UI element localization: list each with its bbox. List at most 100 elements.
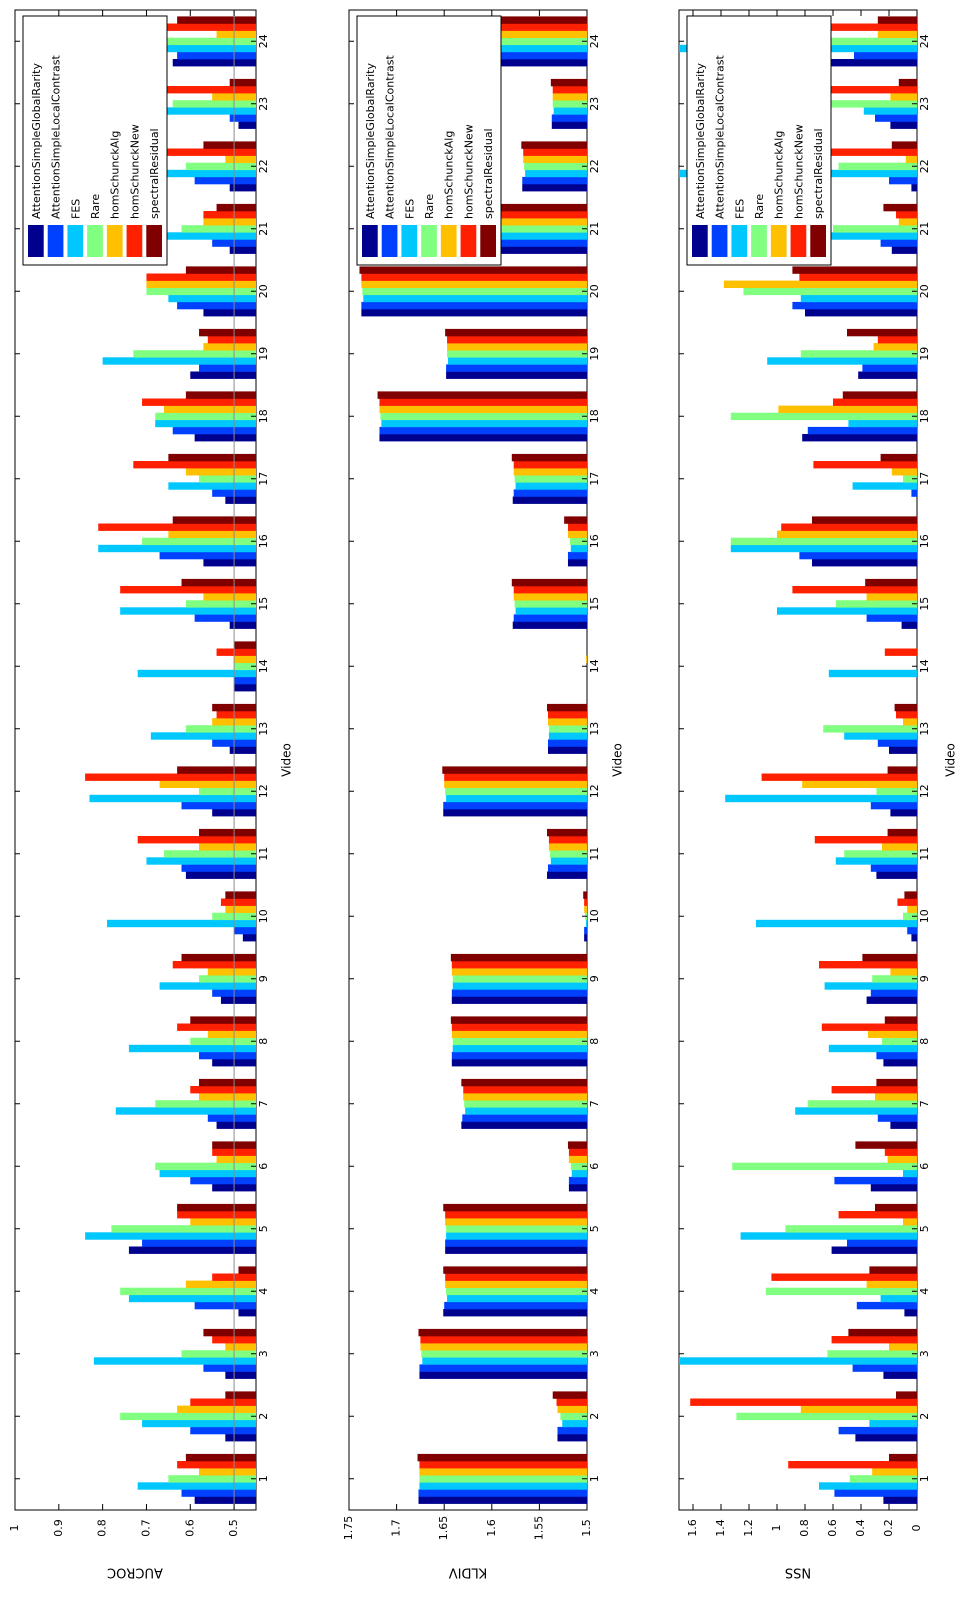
bar-homSchunckNew-24: [98, 23, 256, 31]
bar-Rare-7: [807, 1100, 917, 1108]
bar-spectralResidual-12: [887, 766, 917, 774]
bar-AttentionSimpleLocalContrast-12: [181, 801, 256, 810]
value-tick-label: 0: [910, 1525, 923, 1532]
legend-swatch-AttentionSimpleLocalContrast: [47, 225, 64, 257]
bar-spectralResidual-7: [199, 1078, 256, 1087]
bar-spectralResidual-22: [203, 141, 256, 149]
category-tick-label: 10: [588, 909, 601, 923]
bar-FES-1: [419, 1482, 587, 1490]
bar-spectralResidual-17: [511, 453, 587, 462]
category-tick-label: 3: [918, 1350, 931, 1357]
value-tick-label: 0.8: [96, 1519, 109, 1537]
bar-spectralResidual-5: [875, 1203, 917, 1212]
bar-homSchunckAlg-19: [873, 343, 917, 351]
bar-spectralResidual-1: [417, 1453, 587, 1462]
legend-swatch-Rare: [751, 225, 767, 257]
category-tick-label: 13: [918, 722, 931, 736]
bar-FES-16: [730, 544, 917, 553]
bar-FES-3: [93, 1357, 256, 1365]
legend: AttentionSimpleGlobalRarity AttentionSimp…: [686, 15, 832, 266]
category-tick-label: 5: [918, 1225, 931, 1232]
bar-Rare-8: [452, 1037, 587, 1046]
bar-homSchunckAlg-6: [887, 1155, 917, 1163]
legend-label: AttentionSimpleGlobalRarity: [364, 63, 377, 219]
legend-label: spectralResidual: [812, 128, 825, 219]
bar-AttentionSimpleLocalContrast-20: [792, 301, 917, 310]
bar-FES-14: [828, 669, 917, 678]
bar-homSchunckNew-1: [177, 1461, 256, 1469]
bar-homSchunckAlg-23: [552, 93, 587, 101]
bar-homSchunckNew-12: [761, 773, 917, 781]
bar-homSchunckNew-5: [445, 1211, 587, 1219]
bar-Rare-6: [155, 1162, 256, 1171]
legend-swatch-homSchunckAlg: [440, 225, 457, 257]
bar-AttentionSimpleLocalContrast-20: [177, 301, 256, 310]
bar-homSchunckNew-1: [419, 1461, 587, 1469]
bar-AttentionSimpleLocalContrast-3: [419, 1364, 587, 1372]
bar-FES-17: [515, 482, 587, 490]
bar-AttentionSimpleLocalContrast-7: [462, 1114, 587, 1122]
legend-label: spectralResidual: [148, 128, 161, 219]
bar-FES-23: [128, 107, 256, 115]
bar-spectralResidual-1: [889, 1453, 917, 1462]
bar-FES-12: [725, 794, 917, 803]
bar-Rare-5: [111, 1225, 257, 1233]
bar-AttentionSimpleLocalContrast-9: [451, 989, 587, 997]
bar-AttentionSimpleLocalContrast-4: [856, 1301, 917, 1310]
bar-AttentionSimpleLocalContrast-19: [446, 364, 587, 372]
category-tick-label: 19: [918, 347, 931, 361]
bar-FES-7: [795, 1107, 917, 1115]
bar-Rare-8: [190, 1037, 256, 1046]
bar-Rare-9: [872, 975, 917, 983]
bar-homSchunckAlg-11: [199, 843, 256, 851]
bar-homSchunckAlg-22: [905, 155, 917, 163]
bar-homSchunckAlg-9: [890, 968, 917, 976]
bar-AttentionSimpleLocalContrast-11: [870, 864, 917, 872]
bar-homSchunckAlg-16: [168, 530, 256, 538]
bar-Rare-17: [514, 475, 587, 483]
bar-spectralResidual-3: [418, 1328, 587, 1337]
bar-AttentionSimpleLocalContrast-6: [834, 1176, 917, 1185]
bar-homSchunckNew-13: [216, 711, 256, 719]
bar-AttentionSimpleGlobalRarity-23: [238, 121, 256, 129]
bar-homSchunckAlg-15: [513, 593, 587, 601]
bar-spectralResidual-7: [876, 1078, 917, 1087]
bar-Rare-20: [146, 287, 256, 296]
legend-label: FES: [403, 199, 416, 219]
bar-AttentionSimpleLocalContrast-10: [234, 926, 256, 935]
bar-FES-17: [852, 482, 917, 490]
value-tick-label: 0.9: [52, 1519, 65, 1537]
bar-homSchunckAlg-24: [216, 30, 256, 38]
category-tick-label: 14: [257, 659, 270, 673]
category-tick-label: 15: [918, 597, 931, 611]
bar-AttentionSimpleLocalContrast-10: [907, 926, 917, 935]
bar-FES-4: [447, 1294, 587, 1303]
category-tick-label: 3: [588, 1350, 601, 1357]
bar-AttentionSimpleGlobalRarity-9: [220, 996, 256, 1004]
bar-AttentionSimpleLocalContrast-4: [444, 1301, 587, 1310]
bar-FES-11: [835, 857, 917, 865]
bar-AttentionSimpleGlobalRarity-20: [805, 309, 917, 317]
bar-homSchunckNew-20: [361, 273, 587, 281]
bar-spectralResidual-22: [891, 141, 917, 149]
bar-AttentionSimpleGlobalRarity-12: [890, 809, 917, 817]
bar-Rare-24: [771, 37, 917, 46]
bar-AttentionSimpleGlobalRarity-9: [451, 996, 587, 1004]
bar-FES-18: [155, 419, 256, 428]
bar-homSchunckAlg-18: [778, 405, 917, 413]
legend-swatch-homSchunckAlg: [770, 225, 787, 257]
category-tick-label: 10: [918, 909, 931, 923]
plot-panel-3: 00.20.40.60.811.21.41.612345678910111213…: [678, 9, 958, 1580]
bar-FES-18: [848, 419, 917, 428]
bar-AttentionSimpleLocalContrast-15: [866, 614, 917, 622]
bar-AttentionSimpleGlobalRarity-15: [229, 621, 256, 629]
bar-Rare-7: [464, 1100, 587, 1108]
category-tick-label: 22: [918, 159, 931, 173]
bar-Rare-14: [234, 662, 256, 671]
bar-homSchunckAlg-24: [877, 30, 917, 38]
bar-homSchunckAlg-19: [203, 343, 256, 351]
category-tick-label: 19: [257, 347, 270, 361]
bar-AttentionSimpleGlobalRarity-12: [443, 809, 587, 817]
bar-Rare-19: [447, 350, 587, 358]
bar-Rare-1: [168, 1475, 256, 1483]
